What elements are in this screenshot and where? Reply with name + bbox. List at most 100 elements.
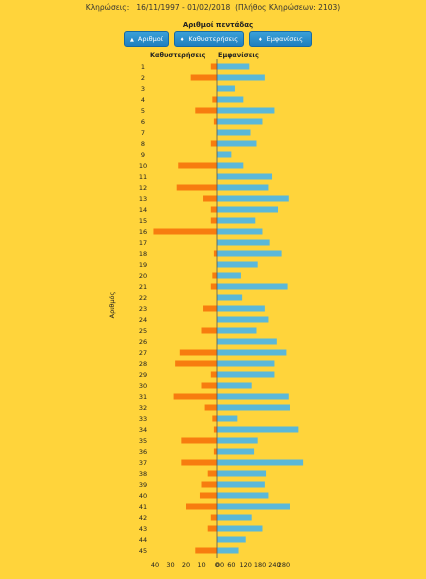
appearances-series-label: Εμφανίσεις — [218, 51, 259, 59]
x-tick-label: 10 — [197, 561, 205, 569]
category-label: 12 — [139, 184, 147, 192]
appearance-bar — [217, 107, 275, 114]
delay-bar — [210, 371, 217, 378]
x-tick-label: 40 — [151, 561, 159, 569]
delay-bar — [199, 492, 217, 499]
category-label: 39 — [139, 481, 147, 489]
category-label: 38 — [139, 470, 147, 478]
sort-updown-icon: ♦ — [258, 37, 263, 43]
category-label: 26 — [139, 338, 147, 346]
category-label: 5 — [141, 107, 145, 115]
category-label: 22 — [139, 294, 147, 302]
delay-bar — [176, 184, 217, 191]
delay-bar — [213, 250, 217, 257]
delay-bar — [181, 437, 217, 444]
delay-bar — [212, 272, 217, 279]
category-label: 29 — [139, 371, 147, 379]
category-label: 28 — [139, 360, 147, 368]
appearance-bar — [217, 129, 251, 136]
sort-appearances-button[interactable]: ♦ Εμφανίσεις — [249, 31, 312, 47]
appearance-bar — [217, 272, 241, 279]
appearance-bar — [217, 305, 265, 312]
category-label: 1 — [141, 63, 145, 71]
delay-bar — [190, 74, 217, 81]
appearance-bar — [217, 349, 287, 356]
appearance-bar — [217, 85, 235, 92]
appearance-bar — [217, 503, 290, 510]
appearance-bar — [217, 294, 243, 301]
category-label: 11 — [139, 173, 147, 181]
appearance-bar — [217, 536, 246, 543]
category-label: 37 — [139, 459, 147, 467]
appearance-bar — [217, 426, 299, 433]
delay-bar — [201, 382, 217, 389]
delay-bar — [213, 118, 217, 125]
appearance-bar — [217, 63, 250, 70]
delay-bar — [195, 107, 217, 114]
sort-numbers-button[interactable]: ▲ Αριθμοί — [124, 31, 169, 47]
appearance-bar — [217, 316, 269, 323]
draws-info: Κληρώσεις: 16/11/1997 - 01/02/2018 (Πλήθ… — [0, 3, 426, 12]
appearance-bar — [217, 206, 279, 213]
x-tick-label: 60 — [227, 561, 235, 569]
x-tick-label: 240 — [268, 561, 280, 569]
category-label: 31 — [139, 393, 147, 401]
delay-bar — [210, 140, 217, 147]
category-label: 13 — [139, 195, 147, 203]
appearance-bar — [217, 217, 256, 224]
category-label: 44 — [139, 536, 147, 544]
category-label: 17 — [139, 239, 147, 247]
draws-count: (Πλήθος Κληρώσεων: 2103) — [235, 3, 341, 12]
appearance-bar — [217, 547, 239, 554]
delay-bar — [201, 481, 217, 488]
appearance-bar — [217, 327, 257, 334]
appearance-bar — [217, 338, 277, 345]
appearance-bar — [217, 492, 269, 499]
category-label: 9 — [141, 151, 145, 159]
delay-bar — [212, 415, 217, 422]
category-label: 30 — [139, 382, 147, 390]
delay-bar — [203, 305, 217, 312]
category-label: 8 — [141, 140, 145, 148]
delay-bar — [179, 349, 217, 356]
appearance-bar — [217, 371, 275, 378]
category-label: 18 — [139, 250, 147, 258]
category-label: 34 — [139, 426, 147, 434]
category-label: 45 — [139, 547, 147, 555]
draws-label: Κληρώσεις: — [85, 3, 130, 12]
category-label: 36 — [139, 448, 147, 456]
x-tick-label: 30 — [166, 561, 174, 569]
delay-bar — [207, 470, 217, 477]
x-tick-label: 20 — [182, 561, 190, 569]
appearance-bar — [217, 74, 265, 81]
delay-bar — [212, 96, 217, 103]
category-label: 7 — [141, 129, 145, 137]
delays-series-label: Καθυστερήσεις — [150, 51, 206, 59]
appearance-bar — [217, 261, 258, 268]
delay-bar — [210, 206, 217, 213]
delay-bar — [186, 503, 217, 510]
chart-title: Αριθμοί πεντάδας — [182, 21, 254, 29]
category-label: 10 — [139, 162, 147, 170]
delay-bar — [181, 459, 217, 466]
delay-bar — [210, 217, 217, 224]
category-label: 6 — [141, 118, 145, 126]
delay-bar — [213, 448, 217, 455]
sort-delays-button[interactable]: ♦ Καθυστερήσεις — [174, 31, 244, 47]
category-label: 32 — [139, 404, 147, 412]
appearance-bar — [217, 360, 275, 367]
appearance-bar — [217, 514, 252, 521]
x-tick-label: 280 — [278, 561, 290, 569]
appearance-bar — [217, 184, 269, 191]
delay-bar — [203, 195, 217, 202]
category-label: 3 — [141, 85, 145, 93]
delay-bar — [195, 547, 217, 554]
category-label: 20 — [139, 272, 147, 280]
delay-bar — [207, 525, 217, 532]
appearance-bar — [217, 173, 273, 180]
category-label: 16 — [139, 228, 147, 236]
sort-up-icon: ▲ — [130, 37, 134, 43]
delay-bar — [173, 393, 217, 400]
appearance-bar — [217, 415, 238, 422]
